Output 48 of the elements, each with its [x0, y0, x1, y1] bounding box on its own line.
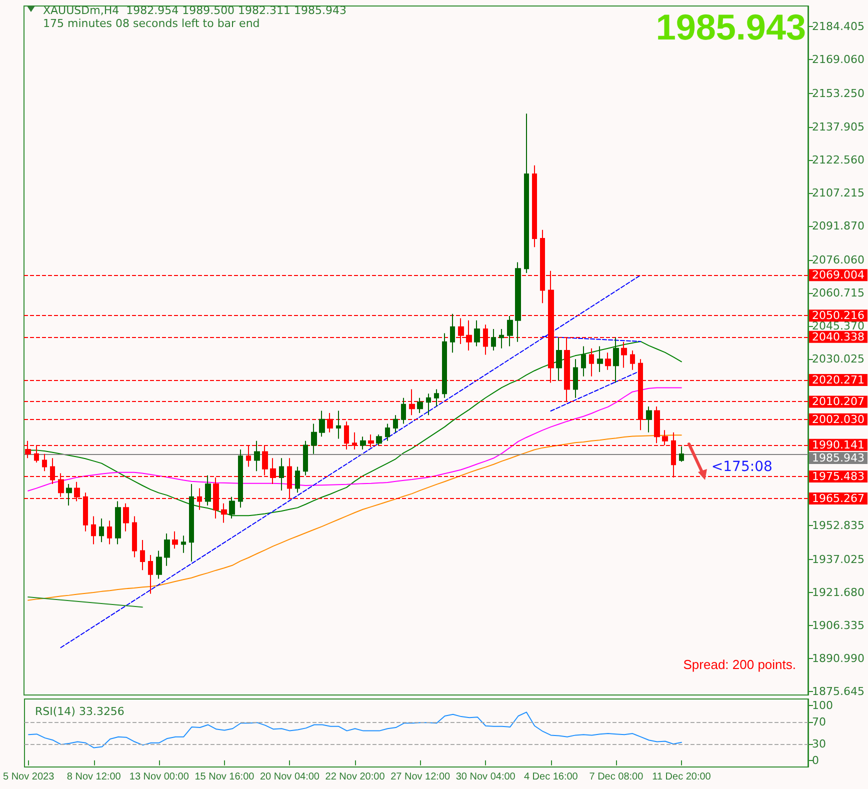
x-tick-label: 30 Nov 04:00 [456, 772, 516, 782]
y-tick-label: 2045.370 [812, 320, 864, 333]
x-tick-label: 8 Nov 12:00 [66, 772, 122, 782]
ref-line-label: 1965.267 [812, 492, 864, 505]
y-tick-label: 1890.990 [812, 652, 864, 665]
text: <175:08 [711, 458, 772, 475]
y-tick-label: 2122.560 [812, 153, 864, 166]
x-tick-label: 13 Nov 00:00 [129, 772, 190, 782]
y-tick-label: 100 [812, 699, 833, 712]
ref-line-label: 2020.271 [812, 374, 864, 387]
x-tick-label: 22 Nov 20:00 [325, 772, 386, 782]
ref-line-label: 2040.338 [812, 330, 864, 344]
y-tick-label: 2107.215 [812, 186, 864, 200]
text: RSI(14) 33.3256 [35, 705, 124, 718]
text: 175 minutes 08 seconds left to bar end [43, 17, 260, 30]
ref-line-label: 2069.004 [812, 268, 864, 282]
y-tick-label: 1906.335 [812, 618, 864, 632]
ref-line-label: 2010.207 [812, 395, 864, 408]
y-tick-label: 2030.025 [812, 352, 864, 366]
y-tick-label: 0 [812, 754, 819, 767]
y-tick-label: 1921.680 [812, 586, 864, 599]
x-tick-label: 11 Dec 20:00 [652, 772, 712, 782]
y-tick-label: 2060.715 [812, 286, 864, 300]
y-tick-label: 1937.025 [812, 552, 864, 566]
y-tick-label: 30 [812, 737, 826, 750]
ref-line-label: 1975.483 [812, 470, 864, 483]
annotation: 1985.943 [656, 6, 806, 48]
x-tick-label: 15 Nov 16:00 [194, 772, 255, 782]
y-tick-label: 1875.645 [812, 684, 864, 698]
y-tick-label: 2076.060 [812, 253, 864, 266]
ref-line-label: 2050.216 [812, 309, 864, 322]
annotation: Spread: 200 points. [683, 657, 796, 672]
x-tick-label: 5 Nov 2023 [2, 772, 55, 782]
y-tick-label: 2169.060 [812, 53, 864, 66]
y-tick-label: 2091.870 [812, 219, 864, 232]
x-tick-label: 7 Dec 08:00 [589, 772, 644, 782]
y-tick-label: 2153.250 [812, 87, 864, 100]
y-tick-label: 1952.835 [812, 518, 864, 532]
y-tick-label: 70 [812, 716, 826, 729]
x-tick-label: 4 Dec 16:00 [524, 772, 578, 782]
ref-line-label: 1990.141 [812, 438, 864, 452]
x-tick-label: 20 Nov 04:00 [260, 772, 320, 782]
y-tick-label: 2137.905 [812, 120, 864, 134]
y-tick-label: 2184.405 [812, 20, 864, 34]
ref-line-label: 2002.030 [812, 412, 864, 426]
ref-line-label: 1985.943 [812, 451, 864, 464]
chart-title: XAUUSDm,H4 1982.954 1989.500 1982.311 1985.943 [43, 4, 347, 17]
x-tick-label: 27 Nov 12:00 [390, 772, 450, 782]
